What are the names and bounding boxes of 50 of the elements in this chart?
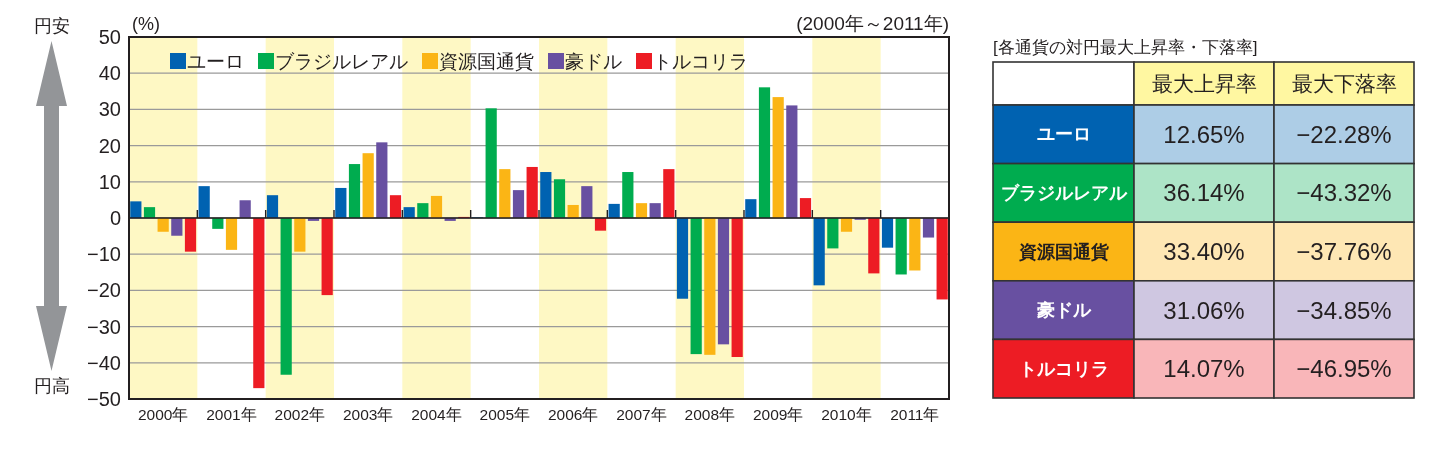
- text: [各通貨の対円最大上昇率・下落率]: [993, 37, 1258, 57]
- text: 31.06%: [1163, 296, 1245, 324]
- legend-label: 豪ドル: [565, 50, 622, 72]
- legend-label: 資源国通貨: [439, 50, 534, 72]
- category-label: 最大上昇率: [1151, 72, 1257, 95]
- y-tick-label: 50: [98, 26, 121, 48]
- x-tick-label: 2004年: [411, 405, 462, 423]
- y-axis-title: (%): [132, 14, 160, 34]
- x-tick-label: 2009年: [752, 405, 804, 423]
- x-tick-label: 2002年: [274, 405, 326, 423]
- legend-label: トルコリラ: [653, 50, 748, 72]
- text: −34.85%: [1296, 296, 1392, 324]
- x-tick-label: 2003年: [342, 405, 394, 423]
- y-tick-label: 40: [98, 62, 121, 85]
- x-tick-label: 2010年: [821, 405, 872, 423]
- y-tick-label: −10: [87, 243, 121, 266]
- text: −43.32%: [1296, 179, 1392, 207]
- x-tick-label: 2005年: [479, 405, 531, 423]
- text: 33.40%: [1163, 238, 1245, 265]
- x-tick-label: 2001年: [206, 405, 257, 423]
- y-tick-label: 10: [98, 170, 121, 193]
- category-label: 資源国通貨: [1018, 241, 1109, 262]
- y-tick-label: −30: [87, 315, 121, 338]
- category-label: 最大下落率: [1291, 72, 1397, 95]
- text: 12.65%: [1163, 120, 1245, 148]
- x-tick-label: 2011年: [890, 405, 940, 423]
- text: 14.07%: [1163, 355, 1245, 383]
- legend-label: ユーロ: [187, 50, 244, 72]
- y-tick-label: 0: [109, 207, 121, 229]
- text: −37.76%: [1296, 238, 1392, 265]
- legend-label: ブラジルレアル: [275, 50, 408, 72]
- y-tick-label: −20: [87, 279, 121, 302]
- text: −46.95%: [1296, 355, 1392, 383]
- category-label: ユーロ: [1036, 124, 1091, 145]
- chart-subtitle: (2000年～2011年): [796, 12, 949, 34]
- y-tick-label: −40: [87, 351, 121, 374]
- text: 円安: [33, 16, 70, 36]
- x-tick-label: 2000年: [137, 405, 189, 423]
- text: 36.14%: [1163, 179, 1245, 207]
- text: −22.28%: [1296, 120, 1392, 148]
- y-tick-label: 20: [98, 134, 121, 157]
- y-tick-label: 30: [98, 98, 121, 121]
- x-tick-label: 2007年: [616, 405, 667, 423]
- x-tick-label: 2008年: [684, 405, 736, 423]
- category-label: ブラジルレアル: [1000, 182, 1127, 203]
- category-label: 豪ドル: [1036, 300, 1091, 321]
- x-tick-label: 2006年: [547, 405, 599, 423]
- y-tick-label: −50: [87, 388, 121, 410]
- category-label: トルコリラ: [1018, 358, 1109, 379]
- text: 円高: [33, 376, 70, 396]
